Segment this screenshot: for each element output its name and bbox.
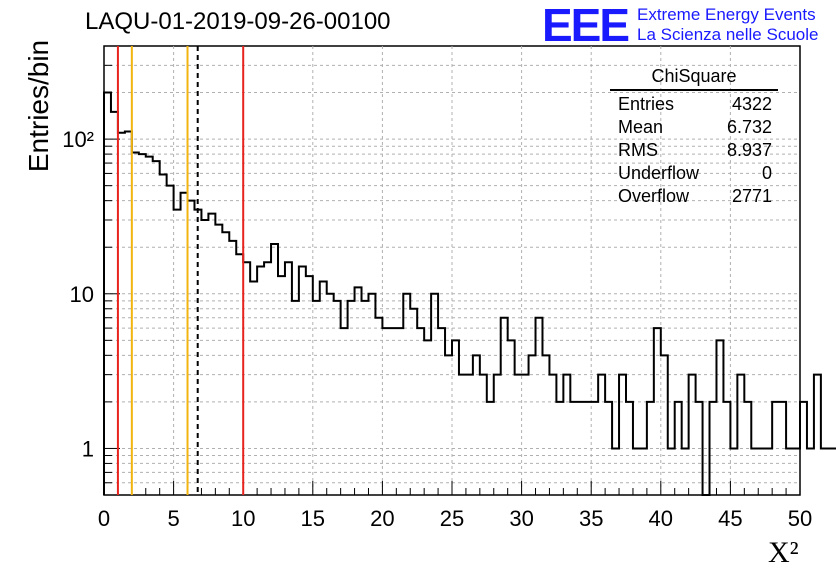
x-tick-label: 45 (718, 506, 742, 531)
eee-logo: EEE (542, 0, 630, 51)
x-tick-label: 20 (370, 506, 394, 531)
x-tick-label: 50 (788, 506, 812, 531)
x-tick-label: 30 (509, 506, 533, 531)
stats-box: ChiSquare Entries 4322 Mean 6.732 RMS 8.937… (610, 66, 778, 208)
stats-row-overflow: Overflow 2771 (618, 186, 772, 206)
x-tick-label: 0 (98, 506, 110, 531)
logo-line-1: Extreme Energy Events (637, 5, 816, 24)
stats-row-mean: Mean 6.732 (618, 117, 772, 137)
stats-row-underflow: Underflow 0 (618, 163, 772, 183)
x-tick-label: 35 (579, 506, 603, 531)
y-axis-label: Entries/bin (23, 39, 54, 173)
stats-row-entries: Entries 4322 (618, 94, 772, 114)
histogram-series (103, 91, 836, 496)
logo-line-2: La Scienza nelle Scuole (637, 25, 819, 44)
x-tick-label: 5 (167, 506, 179, 531)
x-axis-label: X² (768, 536, 799, 569)
x-tick-label: 15 (301, 506, 325, 531)
x-tick-label: 25 (440, 506, 464, 531)
y-tick-label: 1 (82, 436, 94, 461)
y-tick-label: 10² (62, 127, 94, 152)
x-tick-label: 40 (649, 506, 673, 531)
stats-title: ChiSquare (610, 66, 778, 91)
x-tick-label: 10 (231, 506, 255, 531)
stats-row-rms: RMS 8.937 (618, 140, 772, 160)
chart-title: LAQU-01-2019-09-26-00100 (85, 8, 391, 35)
y-tick-label: 10 (70, 282, 94, 307)
